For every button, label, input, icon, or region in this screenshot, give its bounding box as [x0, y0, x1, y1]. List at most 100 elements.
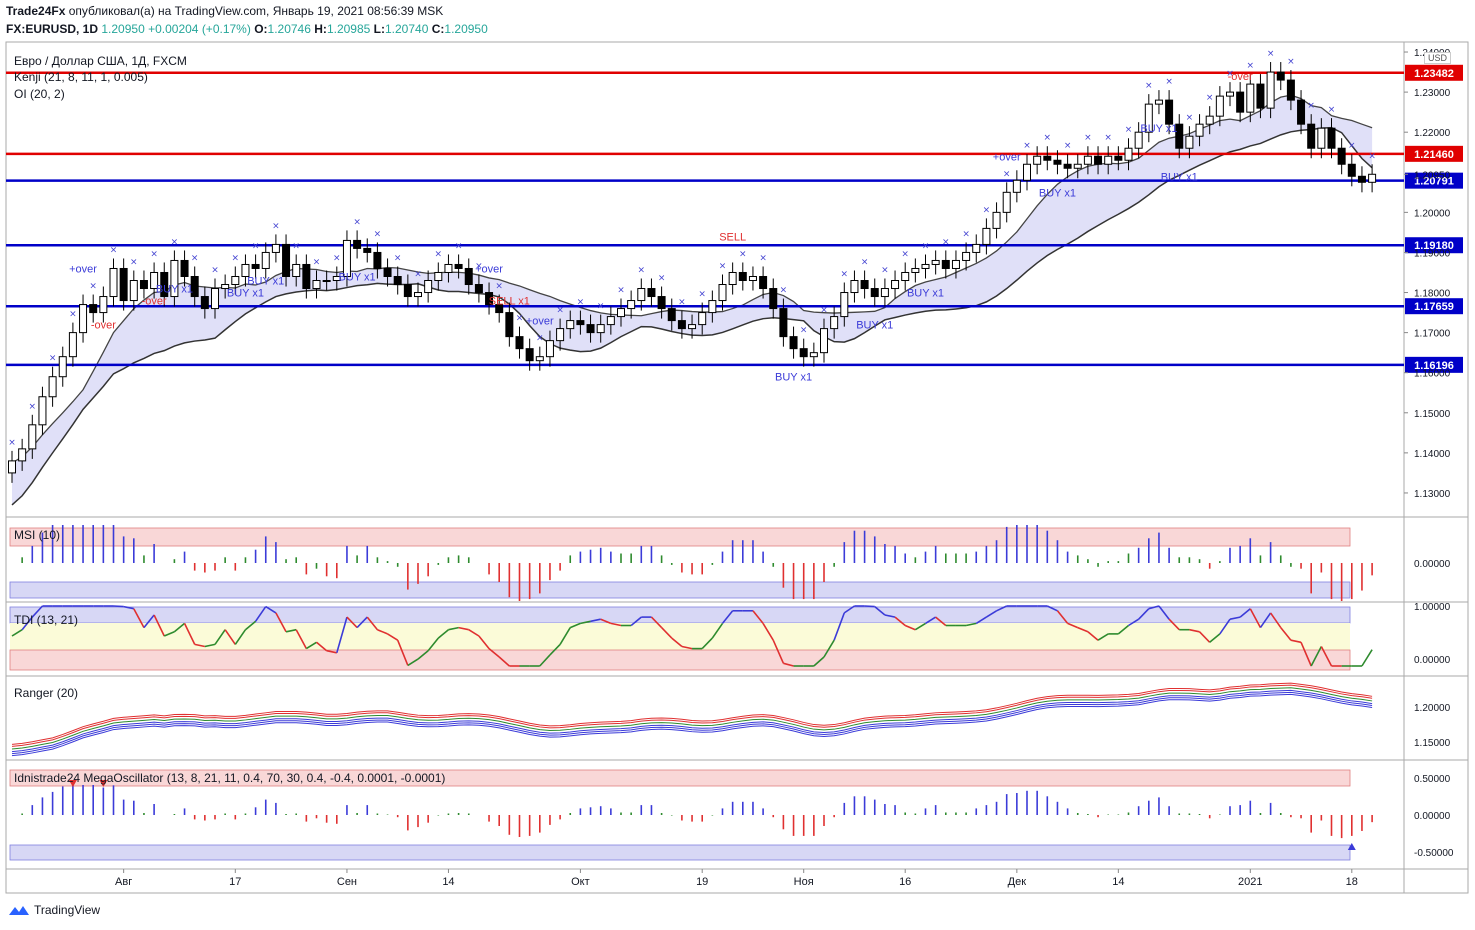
tdi-segment: [711, 622, 724, 639]
tdi-segment: [1087, 631, 1099, 641]
time-tick-label: Авг: [115, 876, 132, 888]
cross-marker: ×: [1206, 93, 1214, 103]
close-label: C:: [431, 22, 445, 36]
cross-marker: ×: [800, 326, 808, 336]
cross-marker: ×: [333, 253, 341, 263]
candle: [637, 278, 646, 311]
tdi-segment: [387, 633, 399, 641]
tdi-segment: [427, 637, 439, 652]
ranger-pane[interactable]: [11, 682, 1373, 757]
cross-marker: ×: [881, 266, 889, 276]
time-tick-label: 19: [696, 876, 708, 888]
tdi-segment: [11, 629, 23, 637]
tdi-segment: [1310, 646, 1323, 667]
tdi-segment: [762, 622, 774, 641]
tdi-segment: [1148, 605, 1160, 610]
tdi-segment: [874, 605, 886, 616]
cross-marker: ×: [1287, 57, 1295, 67]
signal-label: +over: [475, 263, 503, 275]
candle: [1256, 74, 1265, 119]
level-tag: 1.17659: [1405, 298, 1463, 315]
candle: [505, 302, 514, 347]
candle: [748, 266, 757, 291]
tdi-segment: [965, 622, 977, 627]
cross-marker: ×: [1247, 61, 1255, 71]
ranger-line: [11, 684, 1373, 747]
tdi-segment: [224, 629, 236, 645]
tdi-segment: [305, 641, 317, 650]
time-tick-label: Ноя: [794, 876, 814, 888]
author: Trade24Fx: [6, 4, 66, 18]
cross-marker: ×: [49, 354, 57, 364]
tdi-pane[interactable]: [9, 605, 1373, 671]
tdi-segment: [559, 627, 571, 645]
signal-label: -over: [142, 296, 167, 308]
candle: [566, 310, 575, 339]
tdi-segment: [1209, 633, 1221, 643]
candle: [1002, 182, 1011, 223]
signal-label: BUY x1: [856, 320, 893, 332]
tdi-segment: [813, 656, 825, 667]
price-tick-label: 1.20000: [1414, 208, 1451, 219]
cross-marker: ×: [353, 217, 361, 227]
cross-marker: ×: [394, 253, 402, 263]
signal-label: BUY x1: [1161, 171, 1198, 183]
candle: [606, 306, 615, 335]
candle: [129, 270, 138, 311]
tdi-segment: [1361, 649, 1373, 667]
tdi-segment: [894, 616, 906, 627]
cross-marker: ×: [272, 221, 280, 231]
chart-frame: [5, 41, 1469, 894]
footer-logo[interactable]: TradingView: [8, 903, 100, 917]
candle: [1276, 62, 1285, 91]
cross-marker: ×: [89, 282, 97, 292]
candle: [576, 310, 585, 335]
candle: [28, 414, 37, 459]
tdi-segment: [884, 614, 896, 618]
tdi-segment: [1259, 612, 1272, 629]
candle: [48, 366, 57, 407]
kenji-cloud: [12, 95, 1373, 505]
tdi-segment: [721, 610, 734, 624]
tdi-segment: [254, 606, 267, 622]
candle: [901, 262, 910, 291]
msi-pane[interactable]: [9, 525, 1373, 601]
cross-marker: ×: [1165, 77, 1173, 87]
tdi-segment: [153, 614, 165, 637]
candle: [1104, 146, 1113, 175]
tdi-segment: [1128, 618, 1140, 627]
megaoscillator-pane[interactable]: [9, 769, 1373, 861]
candle: [799, 338, 808, 367]
level-label-1.19180: 1.19180: [1414, 240, 1454, 252]
candle: [89, 294, 98, 323]
price-pane[interactable]: 1.23482 1.21460 1.20791 1.19180 1.17659 1.161…: [6, 49, 1463, 506]
cross-marker: ×: [577, 298, 585, 308]
cross-marker: ×: [171, 237, 179, 247]
tdi-segment: [783, 662, 794, 667]
tdi-segment: [752, 610, 764, 624]
candle: [1083, 146, 1092, 175]
price-tick-label: 1.17000: [1414, 329, 1451, 340]
tdi-segment: [925, 616, 937, 625]
level-label-1.17659: 1.17659: [1414, 301, 1454, 313]
candle: [1023, 154, 1031, 191]
tdi-segment: [975, 616, 987, 625]
ranger-line: [11, 691, 1373, 755]
low-label: L:: [373, 22, 385, 36]
cross-marker: ×: [922, 241, 930, 251]
price-tick-label: 1.23000: [1414, 88, 1451, 99]
time-tick-label: Окт: [571, 876, 590, 888]
footer-brand: TradingView: [34, 903, 101, 917]
currency-badge[interactable]: USD: [1424, 52, 1452, 64]
candle: [1114, 146, 1123, 171]
tdi-segment: [417, 650, 429, 660]
ranger-line: [11, 693, 1373, 757]
level-tag: 1.19180: [1405, 237, 1463, 254]
symbol: FX:EURUSD, 1D: [6, 22, 99, 36]
close-value: 1.20950: [444, 22, 488, 36]
candle: [931, 250, 940, 275]
cross-marker: ×: [8, 438, 16, 448]
tdi-lower-zone: [9, 649, 1351, 671]
tdi-segment: [1189, 628, 1200, 633]
